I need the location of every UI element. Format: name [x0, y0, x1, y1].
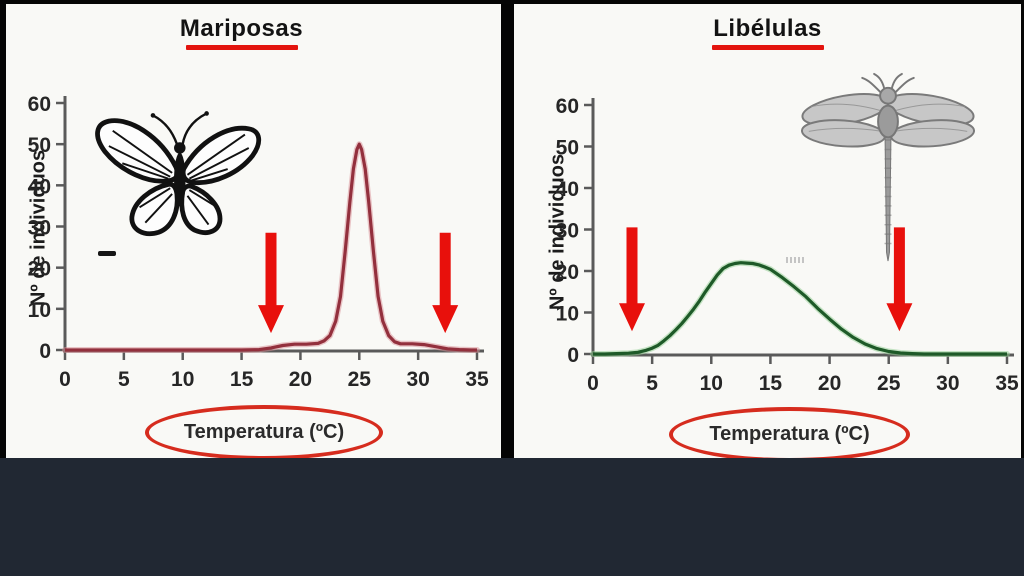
- y-tick-label: 10: [28, 299, 51, 322]
- dragonfly-thorax: [877, 104, 899, 139]
- libelulas-title-underline: [711, 45, 824, 50]
- panel-mariposas: Mariposas Nº de individuos: [6, 4, 501, 460]
- curve-halo: [590, 259, 1010, 357]
- x-tick-label: 15: [759, 372, 783, 395]
- dragonfly-legs: [861, 72, 915, 93]
- mariposas-chart: 0 5 10 15 20 25 30 35 0 10 20 30 40 50 60: [28, 93, 489, 391]
- panel-divider: [501, 4, 514, 458]
- x-tick-label: 20: [289, 368, 312, 391]
- antenna-tip: [150, 113, 156, 118]
- x-tick-label: 25: [348, 368, 372, 391]
- antenna-tip: [204, 111, 209, 116]
- mariposas-title-underline: [185, 45, 298, 50]
- panel-libelulas: Libélulas Nº de individuos: [514, 4, 1021, 462]
- dragonfly-head: [879, 86, 897, 105]
- dragonfly-icon: [800, 72, 976, 262]
- libelulas-title: Libélulas: [713, 15, 822, 42]
- y-tick-label: 50: [28, 134, 51, 157]
- y-tick-label: 30: [28, 217, 51, 240]
- y-tick-label: 60: [28, 93, 51, 116]
- libelulas-x-axis-label: Temperatura (ºC): [709, 423, 870, 445]
- y-tick-label: 0: [567, 344, 579, 367]
- x-tick-label: 30: [406, 368, 429, 391]
- butterfly-body: [174, 152, 186, 207]
- tolerance-curve: [593, 261, 1007, 356]
- red-down-arrow-icon: [258, 232, 284, 334]
- x-tick-label: 5: [646, 372, 658, 395]
- red-down-arrow-icon: [886, 227, 913, 332]
- y-tick-label: 10: [556, 303, 579, 326]
- y-tick-label: 40: [556, 178, 579, 201]
- y-tick-label: 20: [28, 258, 51, 281]
- butterfly-right-forewing: [180, 125, 262, 185]
- mariposas-xlabel-circle: Temperatura (ºC): [145, 405, 383, 460]
- y-tick-label: 30: [556, 220, 579, 243]
- x-tick-label: 10: [700, 372, 723, 395]
- x-tick-label: 35: [995, 372, 1019, 395]
- mariposas-title: Mariposas: [179, 15, 304, 42]
- bottom-band: [0, 458, 1024, 576]
- small-dash-mark: [98, 251, 116, 256]
- x-tick-label: 30: [936, 372, 959, 395]
- butterfly-icon: [95, 111, 262, 237]
- red-down-arrow-icon: [619, 227, 645, 332]
- libelulas-xlabel-circle: Temperatura (ºC): [669, 407, 910, 462]
- x-tick-label: 5: [118, 368, 130, 391]
- butterfly-wing-veins: [108, 129, 250, 226]
- y-tick-label: 60: [556, 95, 579, 118]
- tolerance-curve: [65, 142, 477, 352]
- butterfly-antennae: [151, 112, 208, 146]
- mariposas-x-axis-label: Temperatura (ºC): [183, 421, 345, 443]
- libelulas-chart: 0 5 10 15 20 25 30 35 0 10 20 30 40 50 60: [556, 95, 1019, 395]
- y-tick-label: 40: [28, 175, 51, 198]
- red-down-arrow-icon: [432, 232, 459, 334]
- x-tick-label: 0: [59, 368, 71, 391]
- tiny-gray-text-mark: [786, 257, 806, 263]
- x-tick-label: 15: [230, 368, 254, 391]
- x-tick-label: 35: [465, 368, 489, 391]
- mariposas-title-block: Mariposas: [0, 15, 489, 50]
- x-tick-label: 10: [171, 368, 194, 391]
- x-tick-label: 20: [818, 372, 841, 395]
- x-tick-label: 0: [587, 372, 599, 395]
- y-tick-label: 50: [556, 137, 579, 160]
- x-tick-label: 25: [877, 372, 901, 395]
- y-tick-label: 0: [39, 340, 51, 363]
- y-tick-label: 20: [556, 261, 579, 284]
- libelulas-title-block: Libélulas: [514, 15, 1021, 50]
- dragonfly-wing-veins: [808, 103, 968, 132]
